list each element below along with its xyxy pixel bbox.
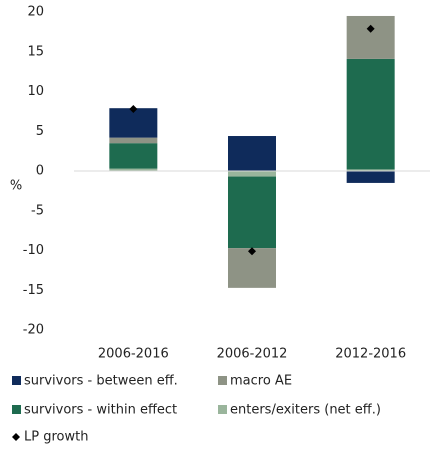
lp-marker — [366, 24, 375, 33]
bar-segment — [109, 143, 158, 169]
legend-label: survivors - between eff. — [24, 374, 178, 389]
x-tick-label: 2012-2016 — [335, 347, 406, 362]
bar-segment — [228, 136, 276, 171]
bar-segment — [109, 168, 158, 171]
y-tick-label: 5 — [36, 124, 44, 139]
y-tick-label: 20 — [27, 5, 44, 20]
y-tick-label: -10 — [23, 243, 44, 258]
legend-label: macro AE — [230, 374, 292, 389]
lp-marker — [129, 104, 138, 113]
bar-segment — [346, 169, 395, 171]
bar-segment — [228, 176, 276, 249]
y-tick-label: -5 — [31, 203, 44, 218]
bar-segment — [346, 171, 395, 183]
legend-swatch — [12, 405, 21, 414]
y-axis-label: % — [10, 179, 22, 194]
legend-label: enters/exiters (net eff.) — [230, 403, 381, 418]
legend-label: LP growth — [24, 430, 88, 445]
y-tick-label: 15 — [27, 44, 44, 59]
y-tick-label: -20 — [23, 323, 44, 338]
bar-segment — [228, 171, 276, 177]
y-tick-label: 10 — [27, 84, 44, 99]
x-tick-label: 2006-2016 — [98, 347, 169, 362]
bar-segment — [346, 15, 395, 59]
legend-swatch — [218, 405, 227, 414]
bar-segment — [346, 58, 395, 170]
y-tick-label: -15 — [23, 283, 44, 298]
legend-label: survivors - within effect — [24, 403, 177, 418]
legend-swatch — [12, 376, 21, 385]
lp-marker — [248, 247, 256, 256]
y-tick-label: 0 — [36, 164, 44, 179]
x-tick-label: 2006-2012 — [217, 347, 288, 362]
legend-marker — [12, 433, 20, 441]
bar-segment — [109, 137, 158, 144]
bar-segment — [109, 108, 158, 138]
legend-swatch — [218, 376, 227, 385]
